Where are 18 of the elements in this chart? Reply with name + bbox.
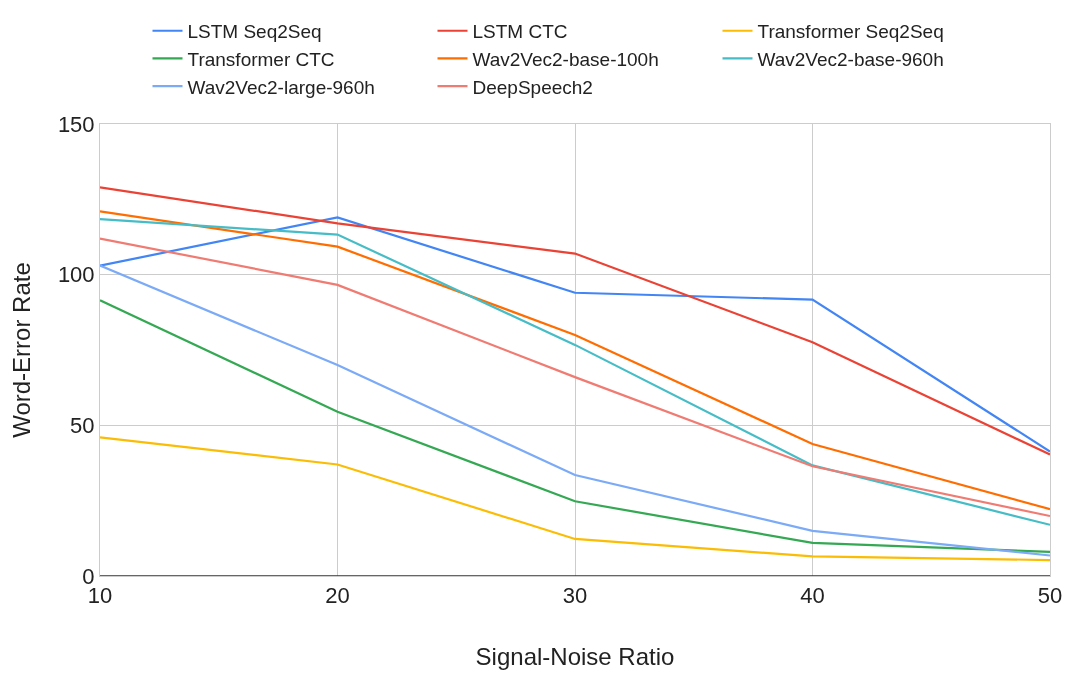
- y-tick-label: 150: [57, 111, 95, 137]
- legend-label: LSTM Seq2Seq: [187, 21, 322, 43]
- legend-label: Wav2Vec2-base-100h: [472, 48, 659, 70]
- legend-label: LSTM CTC: [472, 21, 568, 43]
- y-axis-title: Word-Error Rate: [7, 262, 35, 438]
- x-tick-label: 40: [800, 583, 825, 609]
- x-tick-label: 20: [325, 583, 350, 609]
- line-series: [100, 436, 1050, 562]
- legend-label: Wav2Vec2-large-960h: [187, 76, 375, 98]
- y-tick-label: 50: [70, 413, 95, 439]
- legend-label: Transformer Seq2Seq: [757, 21, 944, 43]
- x-tick-label: 30: [562, 583, 588, 609]
- x-tick-label: 50: [1037, 583, 1063, 609]
- x-axis-title: Signal-Noise Ratio: [475, 642, 675, 670]
- legend-label: DeepSpeech2: [472, 76, 593, 98]
- legend-label: Transformer CTC: [187, 48, 335, 70]
- y-tick-label: 100: [57, 262, 95, 288]
- legend-label: Wav2Vec2-base-960h: [757, 48, 944, 70]
